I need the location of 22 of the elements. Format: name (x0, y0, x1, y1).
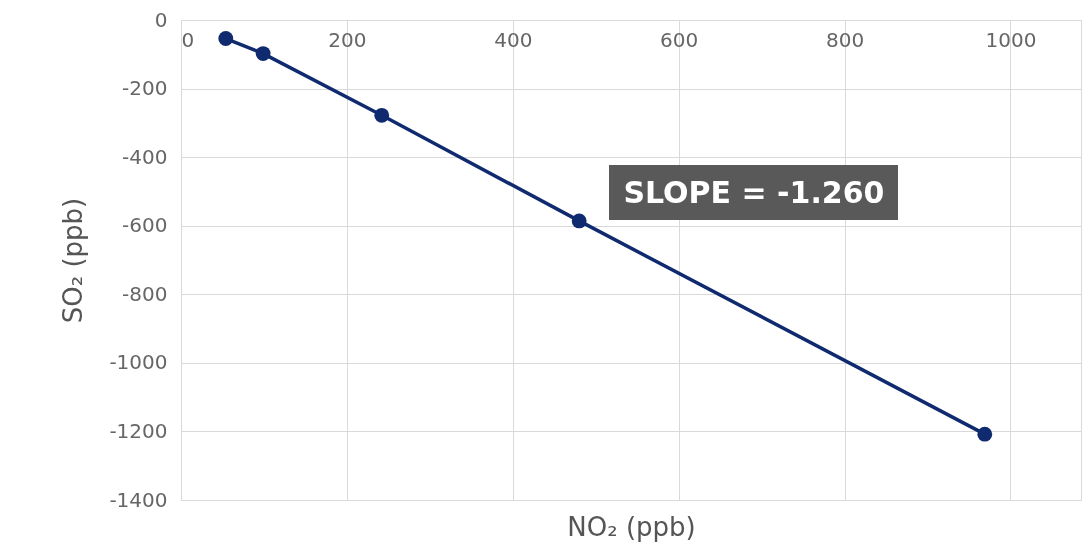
x-tick-label: 400 (494, 27, 533, 52)
y-tick-label: -800 (122, 281, 168, 306)
y-tick-label: -1000 (109, 350, 168, 375)
point (977, 426, 993, 442)
x-tick-label: 1000 (985, 27, 1037, 52)
y-tick-label: -1400 (109, 487, 168, 512)
x-axis-title: NO₂ (ppb) (567, 511, 696, 542)
y-tick-label: -1200 (109, 418, 168, 443)
x-tick-label: 200 (328, 27, 367, 52)
y-tick-label: -600 (122, 213, 168, 238)
point (374, 107, 390, 123)
point (255, 46, 271, 61)
x-tick-label: 800 (826, 27, 865, 52)
y-tick-label: -200 (122, 76, 168, 101)
annotation: SLOPE = -1.260 (609, 165, 899, 221)
y-axis-title: SO₂ (ppb) (58, 197, 89, 324)
point (571, 213, 587, 229)
x-tick-label: 0 (181, 27, 195, 52)
y-tick-label: 0 (154, 7, 168, 32)
x-tick-label: 600 (660, 27, 699, 52)
y-tick-label: -400 (122, 144, 168, 169)
point (218, 31, 234, 46)
